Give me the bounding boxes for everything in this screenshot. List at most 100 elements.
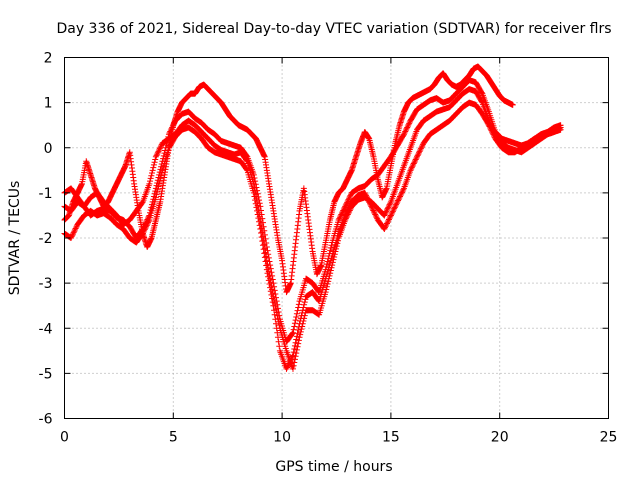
data-point (414, 152, 421, 159)
data-point (254, 207, 261, 214)
data-point (387, 200, 394, 207)
data-point (368, 203, 375, 210)
data-point (486, 123, 493, 130)
data-point (268, 291, 275, 298)
data-point (414, 153, 421, 160)
data-point (259, 242, 266, 249)
data-point (288, 356, 295, 363)
data-point (409, 163, 416, 170)
data-point (395, 197, 402, 204)
data-point (302, 296, 309, 303)
x-tick-label: 25 (600, 430, 618, 446)
data-point (372, 211, 379, 218)
data-point (289, 330, 296, 337)
data-point (147, 178, 154, 185)
data-point (383, 220, 390, 227)
data-point (145, 218, 152, 225)
data-point (408, 165, 415, 172)
data-point (370, 208, 377, 215)
x-tick-label: 5 (169, 430, 178, 446)
data-point (152, 194, 159, 201)
data-point (243, 157, 250, 164)
data-point (315, 288, 322, 295)
data-point (267, 288, 274, 295)
data-point (299, 307, 306, 314)
data-point (301, 299, 308, 306)
data-point (290, 362, 297, 369)
data-point (264, 270, 271, 277)
data-point (147, 175, 154, 182)
data-point (367, 200, 374, 207)
data-point (327, 244, 334, 251)
data-point (397, 192, 404, 199)
data-point (157, 144, 164, 151)
data-point (148, 172, 155, 179)
data-point (347, 201, 354, 208)
data-point (251, 193, 258, 200)
data-point (156, 180, 163, 187)
data-point (386, 201, 393, 208)
data-point (389, 208, 396, 215)
data-point (145, 219, 152, 226)
data-point (364, 195, 371, 202)
data-point (372, 212, 379, 219)
x-axis-label: GPS time / hours (275, 459, 392, 475)
data-point (382, 211, 389, 218)
data-point (369, 206, 376, 213)
data-point (347, 192, 354, 199)
y-axis-label: SDTVAR / TECUs (7, 181, 23, 296)
data-point (382, 223, 389, 230)
data-point (262, 258, 269, 265)
data-point (71, 228, 78, 235)
data-point (299, 309, 306, 316)
data-point (68, 233, 75, 240)
data-point (295, 340, 302, 347)
data-point (144, 221, 151, 228)
data-point (392, 202, 399, 209)
data-point (381, 225, 388, 232)
data-point (266, 281, 273, 288)
data-point (158, 172, 165, 179)
data-point (297, 318, 304, 325)
data-point (296, 334, 303, 341)
data-point (295, 304, 302, 311)
data-point (387, 212, 394, 219)
data-point (382, 224, 389, 231)
data-point (344, 207, 351, 214)
data-point (69, 232, 76, 239)
data-point (395, 196, 402, 203)
x-tick-label: 0 (60, 430, 69, 446)
data-point (154, 149, 161, 156)
data-point (288, 355, 295, 362)
data-point (382, 209, 389, 216)
data-point (485, 122, 492, 129)
data-point (388, 211, 395, 218)
data-point (346, 202, 353, 209)
data-point (396, 194, 403, 201)
data-point (390, 207, 397, 214)
y-tick-label: 0 (44, 141, 53, 157)
data-point (154, 151, 161, 158)
data-point (327, 267, 334, 274)
data-point (365, 196, 372, 203)
data-point (368, 204, 375, 211)
data-point (292, 317, 299, 324)
data-point (271, 307, 278, 314)
data-point (287, 357, 294, 364)
chart-title: Day 336 of 2021, Sidereal Day-to-day VTE… (56, 21, 611, 37)
data-point (402, 127, 409, 134)
data-point (400, 131, 407, 138)
data-point (478, 89, 485, 96)
data-point (139, 199, 146, 206)
data-point (156, 178, 163, 185)
data-point (415, 151, 422, 158)
data-point (419, 142, 426, 149)
data-point (327, 270, 334, 277)
data-point (254, 211, 261, 218)
data-point (293, 350, 300, 357)
data-point (154, 186, 161, 193)
data-point (152, 153, 159, 160)
data-point (261, 241, 268, 248)
data-point (393, 200, 400, 207)
data-point (272, 316, 279, 323)
